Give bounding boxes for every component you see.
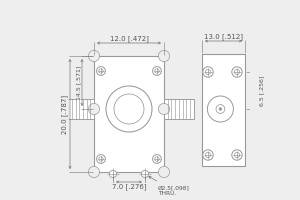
Circle shape — [97, 155, 105, 163]
Circle shape — [158, 166, 169, 178]
Text: Ø2.5[.098]
THRU.: Ø2.5[.098] THRU. — [149, 177, 190, 196]
Bar — [164, 99, 194, 119]
Bar — [61, 99, 94, 119]
Bar — [94, 56, 164, 172]
Circle shape — [203, 67, 213, 77]
Circle shape — [203, 150, 213, 160]
Circle shape — [88, 166, 100, 178]
Circle shape — [158, 50, 169, 62]
Text: 7.0 [.276]: 7.0 [.276] — [112, 183, 146, 190]
Circle shape — [206, 69, 211, 75]
Circle shape — [88, 50, 100, 62]
Circle shape — [97, 67, 105, 75]
Circle shape — [232, 150, 242, 160]
Text: 12.0 [.472]: 12.0 [.472] — [110, 35, 148, 42]
Bar — [202, 54, 245, 166]
Circle shape — [99, 157, 103, 161]
Circle shape — [158, 166, 169, 178]
Circle shape — [234, 69, 240, 75]
Circle shape — [232, 67, 242, 77]
Text: 13.0 [.512]: 13.0 [.512] — [204, 33, 243, 40]
Circle shape — [207, 96, 233, 122]
Circle shape — [153, 67, 161, 75]
Circle shape — [88, 103, 100, 115]
Text: 14.5 [.571]: 14.5 [.571] — [76, 65, 81, 100]
Circle shape — [158, 103, 169, 115]
Circle shape — [106, 86, 152, 132]
Circle shape — [88, 50, 100, 62]
Circle shape — [153, 155, 161, 163]
Circle shape — [99, 69, 103, 73]
Circle shape — [216, 105, 225, 113]
Text: 6.5 [.256]: 6.5 [.256] — [259, 75, 264, 106]
Circle shape — [110, 170, 117, 178]
Circle shape — [88, 166, 100, 178]
Circle shape — [219, 108, 222, 110]
Circle shape — [234, 152, 240, 158]
Circle shape — [158, 50, 169, 62]
Circle shape — [206, 152, 211, 158]
Circle shape — [141, 170, 148, 178]
Circle shape — [114, 94, 144, 124]
Text: 20.0 [.787]: 20.0 [.787] — [61, 94, 68, 134]
Circle shape — [155, 69, 159, 73]
Circle shape — [155, 157, 159, 161]
